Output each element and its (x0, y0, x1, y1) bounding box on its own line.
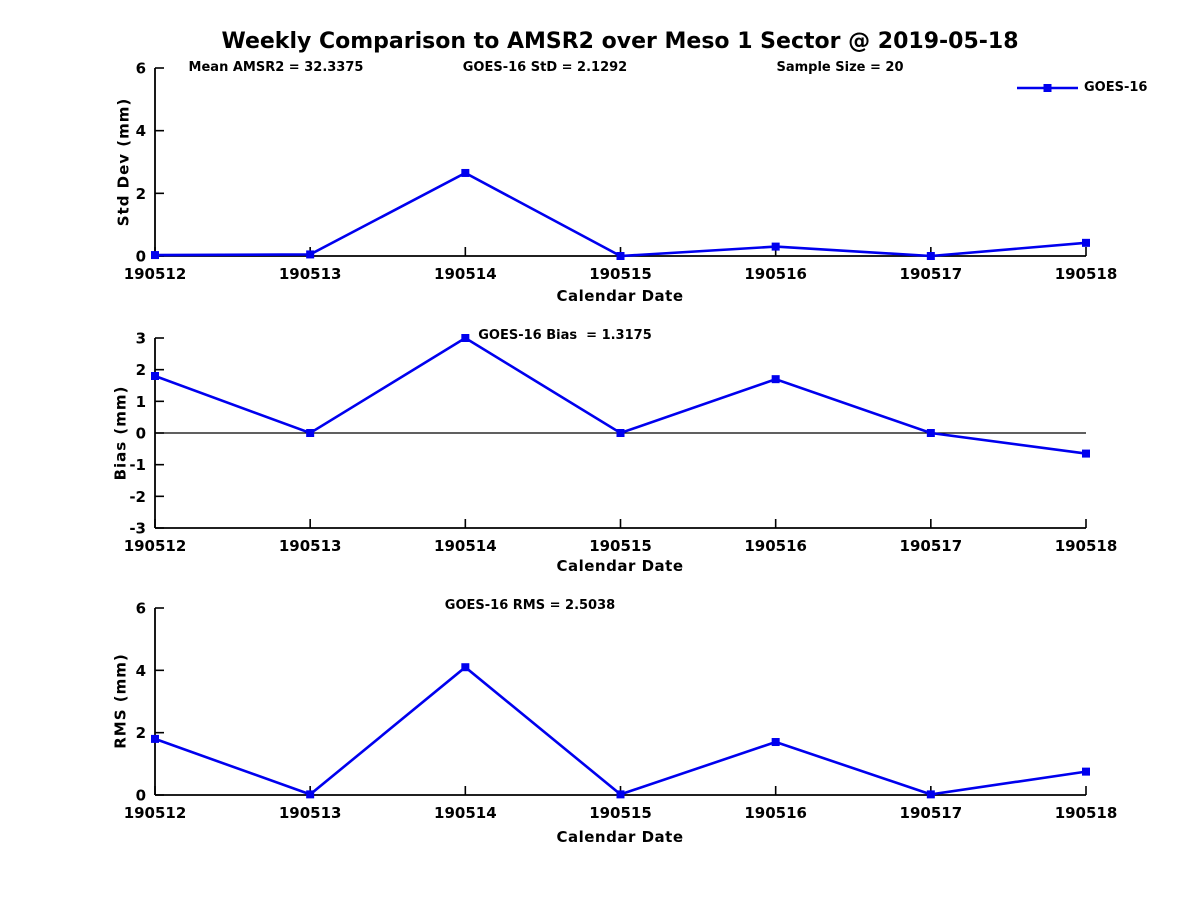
x-tick-label: 190518 (1055, 265, 1118, 283)
y-axis-label-stddev: Std Dev (mm) (114, 97, 133, 227)
y-tick-label: 0 (136, 425, 146, 443)
x-tick-label: 190516 (744, 265, 807, 283)
annotation-mean-amsr2: Mean AMSR2 = 32.3375 (188, 60, 364, 75)
x-axis-label-stddev: Calendar Date (556, 287, 684, 305)
data-marker (461, 663, 470, 672)
y-axis-label-bias: Bias (mm) (111, 385, 130, 481)
x-tick-label: 190517 (900, 804, 963, 822)
data-line (154, 171, 1087, 258)
data-line (154, 665, 1087, 796)
data-marker (616, 790, 625, 799)
y-tick-label: -1 (129, 456, 146, 474)
data-marker (926, 429, 935, 437)
x-tick-label: 190518 (1055, 804, 1118, 822)
y-tick-label: 6 (136, 600, 146, 618)
x-tick-label: 190517 (900, 265, 963, 283)
y-tick-label: 2 (136, 361, 146, 379)
y-tick-label: 3 (136, 330, 146, 348)
data-marker (306, 790, 315, 799)
x-tick-label: 190513 (279, 265, 342, 283)
x-tick-label: 190513 (279, 537, 342, 555)
y-tick-label: 2 (136, 185, 146, 203)
data-marker (926, 790, 935, 799)
y-tick-label: 4 (136, 122, 146, 140)
y-tick-label: -2 (129, 488, 146, 506)
x-tick-label: 190514 (434, 804, 497, 822)
x-axis-label-bias: Calendar Date (556, 557, 684, 575)
x-tick-label: 190518 (1055, 537, 1118, 555)
x-tick-label: 190515 (589, 265, 652, 283)
data-marker (306, 429, 315, 437)
x-tick-label: 190515 (589, 804, 652, 822)
data-marker (151, 251, 159, 260)
x-tick-label: 190512 (124, 804, 187, 822)
annotation-goes16-bias: GOES-16 Bias = 1.3175 (478, 328, 652, 343)
legend-marker (1043, 84, 1052, 92)
x-tick-label: 190513 (279, 804, 342, 822)
x-tick-label: 190515 (589, 537, 652, 555)
x-tick-label: 190514 (434, 537, 497, 555)
annotation-goes16-rms: GOES-16 RMS = 2.5038 (444, 598, 616, 613)
x-tick-label: 190512 (124, 265, 187, 283)
data-marker (461, 334, 470, 342)
x-axis-label-rms: Calendar Date (556, 828, 684, 846)
data-marker (771, 738, 780, 747)
legend-label-goes16: GOES-16 (1084, 80, 1148, 95)
x-tick-label: 190514 (434, 265, 497, 283)
y-axis-label-rms: RMS (mm) (111, 653, 130, 749)
data-marker (1082, 238, 1090, 247)
x-tick-label: 190512 (124, 537, 187, 555)
y-tick-label: -3 (129, 520, 146, 538)
chart-title: Weekly Comparison to AMSR2 over Meso 1 S… (221, 29, 1019, 54)
y-tick-label: 1 (136, 393, 146, 411)
data-marker (926, 252, 935, 260)
data-marker (306, 250, 315, 259)
data-marker (616, 429, 625, 437)
y-tick-label: 4 (136, 662, 146, 680)
data-marker (151, 734, 159, 743)
x-tick-label: 190517 (900, 537, 963, 555)
data-marker (461, 168, 470, 177)
data-marker (1082, 767, 1090, 776)
y-tick-label: 2 (136, 724, 146, 742)
annotation-sample-size: Sample Size = 20 (776, 60, 904, 75)
data-marker (771, 242, 780, 251)
x-tick-label: 190516 (744, 804, 807, 822)
data-marker (616, 252, 625, 260)
y-tick-label: 0 (136, 248, 146, 266)
y-tick-label: 0 (136, 787, 146, 805)
data-marker (151, 372, 159, 380)
data-marker (1082, 449, 1090, 458)
x-tick-label: 190516 (744, 537, 807, 555)
data-marker (771, 375, 780, 384)
y-tick-label: 6 (136, 60, 146, 78)
annotation-goes16-std: GOES-16 StD = 2.1292 (462, 60, 628, 75)
